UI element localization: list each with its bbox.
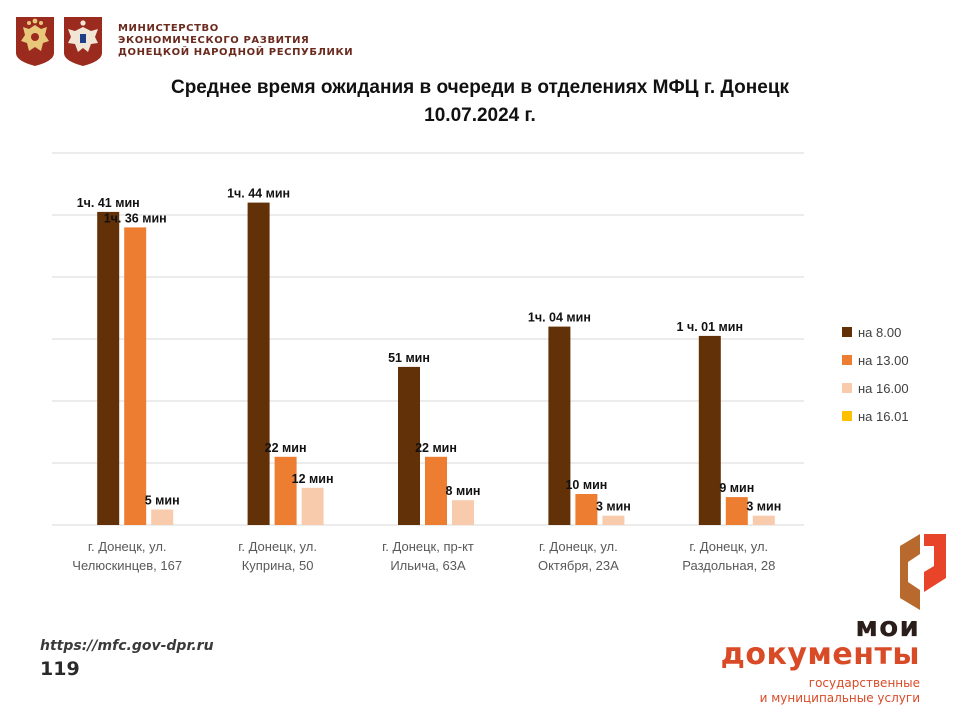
ministry-name: МИНИСТЕРСТВО ЭКОНОМИЧЕСКОГО РАЗВИТИЯ ДОН… (118, 23, 353, 59)
data-label: 3 мин (596, 500, 631, 514)
data-label: 1 ч. 01 мин (677, 320, 744, 334)
page-number: 119 (40, 658, 80, 680)
bar-series-1-cat-5 (698, 335, 721, 525)
data-label: 22 мин (265, 441, 307, 455)
ministry-header: МИНИСТЕРСТВО ЭКОНОМИЧЕСКОГО РАЗВИТИЯ ДОН… (14, 14, 353, 68)
x-tick-label: г. Донецк, ул. (689, 539, 768, 554)
legend-label-s2: на 13.00 (858, 352, 909, 368)
data-label: 5 мин (145, 494, 180, 508)
website-url: https://mfc.gov-dpr.ru (40, 638, 214, 654)
legend-label-s4: на 16.01 (858, 408, 909, 424)
data-label: 9 мин (719, 481, 754, 495)
data-label: 12 мин (292, 472, 334, 486)
chart-title-line-1: Среднее время ожидания в очереди в отдел… (170, 77, 790, 98)
russia-coat-of-arms-icon (16, 17, 54, 66)
bar-series-3-cat-2 (301, 487, 324, 525)
bar-series-3-cat-3 (452, 500, 474, 525)
x-tick-label: Октября, 23А (538, 558, 619, 573)
bar-series-1-cat-1 (97, 211, 120, 525)
legend-item-s3: на 16.00 (842, 374, 909, 402)
data-label: 1ч. 41 мин (77, 196, 140, 210)
x-tick-label: Ильича, 63А (390, 558, 466, 573)
bar-series-2-cat-4 (575, 494, 598, 525)
ministry-line-3: ДОНЕЦКОЙ НАРОДНОЙ РЕСПУБЛИКИ (118, 47, 354, 58)
bar-series-2-cat-5 (725, 497, 748, 525)
brand-tagline-line-2: и муниципальные услуги (759, 691, 920, 705)
dpr-coat-of-arms-icon (64, 17, 102, 66)
legend-swatch-s4 (842, 411, 852, 421)
legend-swatch-s3 (842, 383, 852, 393)
data-label: 1ч. 36 мин (104, 211, 167, 225)
data-label: 10 мин (565, 478, 607, 492)
data-label: 1ч. 04 мин (528, 311, 591, 325)
brand-tagline: государственные и муниципальные услуги (760, 676, 920, 706)
legend-swatch-s1 (842, 327, 852, 337)
bar-series-1-cat-4 (548, 326, 571, 525)
x-tick-label: Куприна, 50 (242, 558, 314, 573)
bar-series-2-cat-2 (274, 456, 297, 525)
x-tick-label: Раздольная, 28 (682, 558, 775, 573)
bar-series-2-cat-1 (124, 227, 147, 525)
chart-title-line-2: 10.07.2024 г. (424, 105, 536, 126)
data-label: 51 мин (388, 351, 430, 365)
x-tick-label: г. Донецк, ул. (539, 539, 618, 554)
moi-dokumenty-logo-icon (900, 534, 946, 610)
chart-title: Среднее время ожидания в очереди в отдел… (0, 74, 960, 130)
brand-tagline-line-1: государственные (808, 676, 920, 690)
x-tick-label: г. Донецк, ул. (88, 539, 167, 554)
ministry-line-1: МИНИСТЕРСТВО (118, 23, 219, 34)
x-tick-label: г. Донецк, пр-кт (382, 539, 474, 554)
bar-series-3-cat-1 (151, 509, 174, 525)
legend-swatch-s2 (842, 355, 852, 365)
data-label: 1ч. 44 мин (227, 187, 290, 201)
legend-label-s1: на 8.00 (858, 324, 902, 340)
brand-name-line-2: документы (720, 637, 920, 672)
x-tick-label: Челюскинцев, 167 (72, 558, 182, 573)
bar-series-1-cat-2 (247, 202, 270, 525)
chart-legend: на 8.00 на 13.00 на 16.00 на 16.01 (842, 318, 909, 430)
brand-name-line-1: мои (855, 610, 920, 643)
x-tick-label: г. Донецк, ул. (238, 539, 317, 554)
legend-item-s1: на 8.00 (842, 318, 909, 346)
data-label: 8 мин (446, 484, 481, 498)
data-label: 22 мин (415, 441, 457, 455)
bar-series-2-cat-3 (425, 456, 447, 525)
bar-series-1-cat-3 (398, 366, 420, 525)
legend-item-s2: на 13.00 (842, 346, 909, 374)
bar-series-3-cat-5 (752, 515, 775, 525)
bar-series-3-cat-4 (602, 515, 625, 525)
ministry-line-2: ЭКОНОМИЧЕСКОГО РАЗВИТИЯ (118, 35, 310, 46)
data-label: 3 мин (746, 500, 781, 514)
legend-label-s3: на 16.00 (858, 380, 909, 396)
legend-item-s4: на 16.01 (842, 402, 909, 430)
